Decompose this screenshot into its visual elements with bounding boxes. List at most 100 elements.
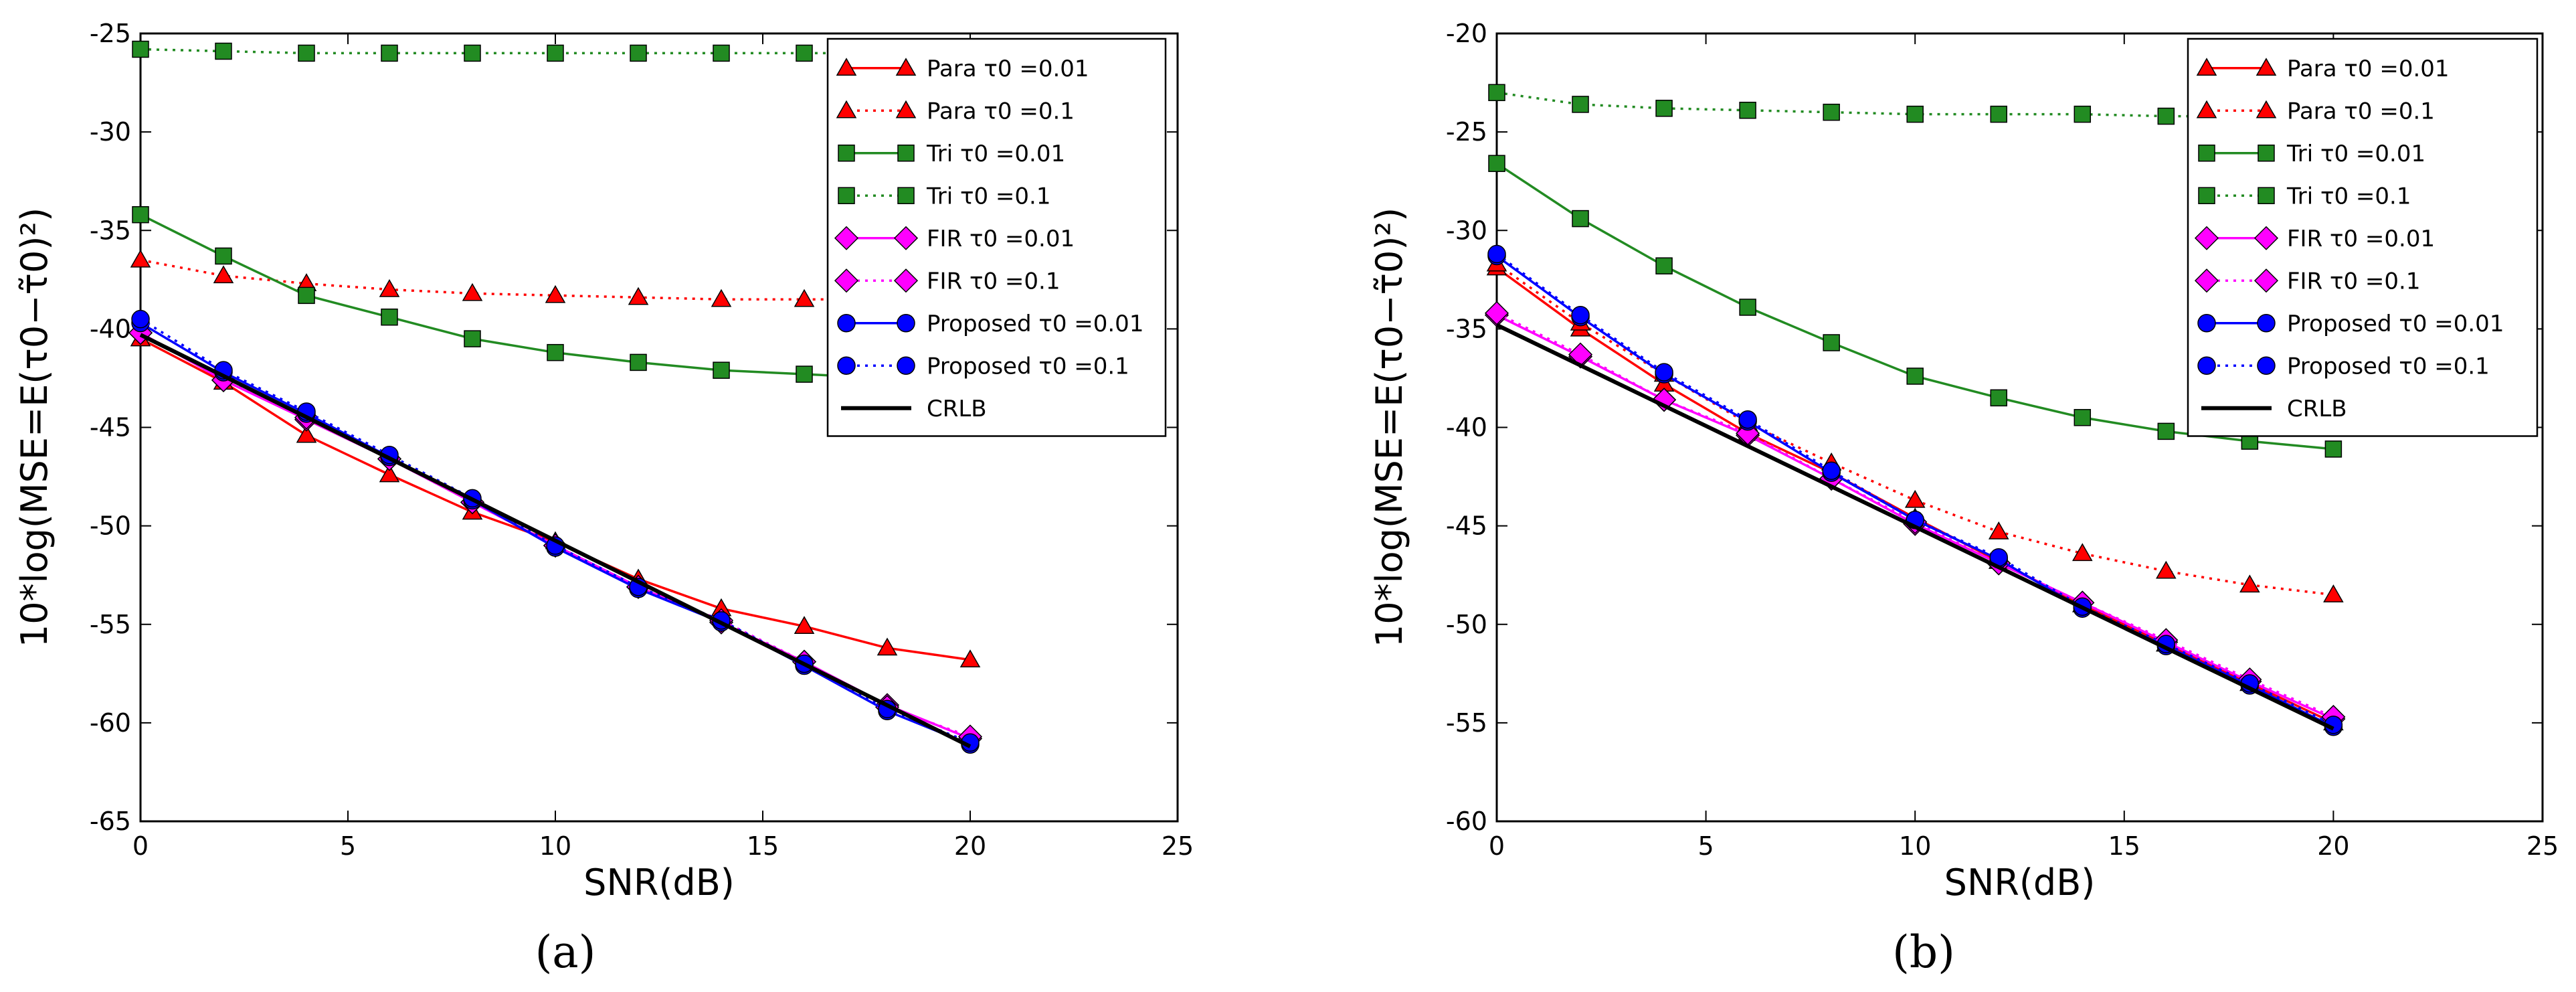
panel-b-legend-marker-para-tau0-0-1 <box>2196 100 2217 118</box>
panel-a: 0 5 10 15 20 25 -65 -60 -55 -50 -45 -40 -35 -30 -25 SNR… <box>13 19 1194 904</box>
panel-a-legend-label-fir-tau0-0-01: FIR τ0 =0.01 <box>927 226 1075 252</box>
panel-b-point-tri-tau0-0-1 <box>1655 100 1673 117</box>
panel-b-point-fir-tau0-0-1 <box>1484 301 1509 325</box>
panel-b-series-tri-tau0-0-1 <box>1488 84 2342 125</box>
panel-a-point-para-tau0-0-1 <box>130 249 151 268</box>
panel-a-point-tri-tau0-0-01 <box>630 353 647 371</box>
panel-b-point-tri-tau0-0-1 <box>1990 105 2007 123</box>
panel-b-point-proposed-tau0-0-1 <box>1822 461 1841 480</box>
panel-a-y-tick-label: -55 <box>90 610 131 639</box>
panel-a-legend-marker-fir-tau0-0-01 <box>893 226 919 250</box>
panel-b-point-tri-tau0-0-01 <box>1488 155 1505 172</box>
panel-a-y-tick-label: -60 <box>90 708 131 738</box>
panel-b-point-tri-tau0-0-01 <box>1655 257 1673 274</box>
panel-b-legend-marker-fir-tau0-0-01 <box>2253 226 2279 250</box>
panel-a-legend-label-para-tau0-0-1: Para τ0 =0.1 <box>927 98 1075 125</box>
panel-b-legend-label-fir-tau0-0-01: FIR τ0 =0.01 <box>2287 226 2435 252</box>
panel-a-legend-marker-tri-tau0-0-01 <box>838 145 855 162</box>
panel-a-legend-marker-para-tau0-0-1 <box>836 100 857 118</box>
panel-b-legend-marker-para-tau0-0-1 <box>2256 100 2277 118</box>
panel-b-legend-marker-para-tau0-0-01 <box>2256 58 2277 76</box>
panel-a-y-tick-label: -50 <box>90 511 131 541</box>
panel-a-y-axis-label: 10*log(MSE=E(τ0−τ̃0)²) <box>13 208 56 647</box>
panel-a-legend-label-tri-tau0-0-1: Tri τ0 =0.1 <box>926 183 1050 210</box>
panel-a-point-tri-tau0-0-01 <box>132 205 149 224</box>
panel-b-point-para-tau0-0-1 <box>1988 521 2009 540</box>
panel-b-point-fir-tau0-0-1 <box>1652 388 1677 412</box>
panel-a-x-tick-label: 15 <box>747 831 779 861</box>
panel-b-y-axis-label: 10*log(MSE=E(τ0−τ̃0)²) <box>1368 208 1410 647</box>
panel-a-x-tick-label: 5 <box>340 831 356 861</box>
panel-a-series-line-crlb <box>139 333 972 748</box>
panel-b-x-tick-label: 20 <box>2317 831 2349 861</box>
panel-b-y-tick-label: -50 <box>1446 610 1487 639</box>
panel-a-point-tri-tau0-0-1 <box>381 44 398 62</box>
panel-a-y-tick-label: -25 <box>90 19 131 48</box>
panel-a-legend-marker-tri-tau0-0-01 <box>897 145 915 162</box>
panel-a-legend-marker-proposed-tau0-0-1 <box>897 356 915 375</box>
panel-b-legend: Para τ0 =0.01 Para τ0 =0.1 Tri τ0 =0.01 Tri… <box>2187 37 2539 437</box>
panel-a-point-tri-tau0-0-1 <box>796 44 813 62</box>
panel-b-point-para-tau0-0-1 <box>1904 489 1926 508</box>
panel-a-legend-label-proposed-tau0-0-1: Proposed τ0 =0.1 <box>927 353 1129 380</box>
panel-a-point-para-tau0-0-1 <box>711 288 732 307</box>
panel-b-point-tri-tau0-0-01 <box>2157 422 2175 440</box>
panel-a-point-tri-tau0-0-1 <box>464 44 481 62</box>
panel-a-point-tri-tau0-0-01 <box>464 330 481 347</box>
panel-b-legend-marker-para-tau0-0-01 <box>2196 58 2217 76</box>
panel-b-point-para-tau0-0-1 <box>2072 543 2093 562</box>
panel-a-y-tick-label: -65 <box>90 807 131 836</box>
panel-b-legend-label-para-tau0-0-1: Para τ0 =0.1 <box>2287 98 2435 125</box>
panel-b-y-tick-label: -25 <box>1446 117 1487 147</box>
panel-a-point-para-tau0-0-01 <box>296 424 317 443</box>
panel-b-point-tri-tau0-0-1 <box>1823 103 1840 121</box>
panel-b-point-tri-tau0-0-01 <box>1739 299 1756 316</box>
panel-a-point-tri-tau0-0-1 <box>132 40 149 58</box>
panel-b: 0 5 10 15 20 25 -60 -55 -50 -45 -40 -35 -30 -25 -20 SNR… <box>1368 19 2559 904</box>
panel-b-point-tri-tau0-0-01 <box>1906 367 1924 385</box>
panel-b-x-tick-label: 0 <box>1489 831 1505 861</box>
panel-b-series-line-proposed-tau0-0-1 <box>1495 253 2334 726</box>
panel-b-legend-label-proposed-tau0-0-01: Proposed τ0 =0.01 <box>2287 311 2504 337</box>
panel-b-legend-marker-tri-tau0-0-01 <box>2258 145 2275 162</box>
panel-a-point-tri-tau0-0-1 <box>547 44 564 62</box>
panel-a-legend-marker-proposed-tau0-0-1 <box>837 356 856 375</box>
caption-b: (b) <box>1892 926 1955 978</box>
panel-b-point-proposed-tau0-0-1 <box>1571 306 1590 325</box>
panel-a-point-para-tau0-0-1 <box>462 282 483 301</box>
panel-a-x-tick-label: 25 <box>1162 831 1194 861</box>
panel-a-point-tri-tau0-0-01 <box>215 247 232 265</box>
panel-a-x-axis-label: SNR(dB) <box>583 861 735 904</box>
panel-a-legend-label-crlb: CRLB <box>927 396 987 422</box>
panel-b-x-tick-label: 10 <box>1899 831 1931 861</box>
panel-a-y-tick-label: -30 <box>90 117 131 147</box>
panel-a-legend-label-tri-tau0-0-01: Tri τ0 =0.01 <box>926 141 1065 167</box>
panel-a-legend-label-para-tau0-0-01: Para τ0 =0.01 <box>927 56 1089 82</box>
panel-a-point-para-tau0-0-1 <box>213 265 234 284</box>
panel-b-point-tri-tau0-0-01 <box>2324 440 2342 458</box>
panel-a-legend-label-fir-tau0-0-1: FIR τ0 =0.1 <box>927 268 1060 295</box>
panel-a-point-para-tau0-0-1 <box>628 286 649 305</box>
panel-b-legend-marker-fir-tau0-0-1 <box>2253 268 2279 293</box>
panel-b-legend-marker-tri-tau0-0-1 <box>2258 187 2275 204</box>
panel-b-series-proposed-tau0-0-1 <box>1487 244 2343 734</box>
panel-b-legend-marker-fir-tau0-0-01 <box>2194 226 2219 250</box>
panel-a-point-tri-tau0-0-01 <box>713 361 730 379</box>
panel-b-point-tri-tau0-0-1 <box>1488 84 1505 102</box>
caption-a: (a) <box>535 926 596 978</box>
panel-b-point-proposed-tau0-0-1 <box>1655 363 1673 382</box>
panel-b-point-tri-tau0-0-01 <box>1823 334 1840 351</box>
panel-b-legend-marker-proposed-tau0-0-1 <box>2197 356 2216 375</box>
panel-a-legend-marker-fir-tau0-0-1 <box>834 268 859 293</box>
panel-a-point-para-tau0-0-01 <box>959 649 981 667</box>
panel-a-point-para-tau0-0-1 <box>545 284 566 303</box>
panel-a-point-tri-tau0-0-01 <box>547 343 564 361</box>
panel-b-series-crlb <box>1495 323 2334 731</box>
panel-b-point-proposed-tau0-0-1 <box>1487 244 1506 264</box>
panel-b-legend-label-fir-tau0-0-1: FIR τ0 =0.1 <box>2287 268 2420 295</box>
panel-b-legend-marker-proposed-tau0-0-01 <box>2257 314 2276 333</box>
panel-a-legend-marker-tri-tau0-0-1 <box>838 187 855 204</box>
panel-b-legend-marker-proposed-tau0-0-1 <box>2257 356 2276 375</box>
panel-b-x-tick-label: 5 <box>1698 831 1714 861</box>
panel-a-legend-marker-fir-tau0-0-01 <box>834 226 859 250</box>
